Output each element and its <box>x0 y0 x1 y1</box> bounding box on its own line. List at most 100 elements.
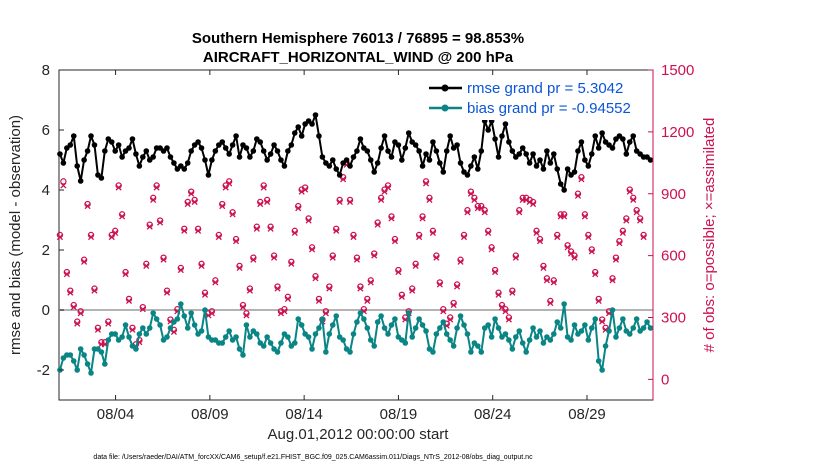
obs-assimilated-point <box>146 223 153 230</box>
bias-point <box>378 313 384 319</box>
rmse-point <box>133 151 139 157</box>
obs-assimilated-point <box>540 264 547 272</box>
obs-assimilated-point <box>592 271 599 278</box>
obs-assimilated-point <box>630 196 637 203</box>
bias-point <box>485 322 491 328</box>
bias-point <box>367 337 374 343</box>
bias-point <box>633 316 640 322</box>
obs-assimilated-stroke <box>530 201 537 208</box>
bias-point <box>184 325 191 331</box>
bias-point <box>222 334 229 340</box>
obs-assimilated-point <box>305 217 312 224</box>
bias-point <box>371 343 378 349</box>
rmse-point <box>419 163 426 169</box>
obs-assimilated-point <box>433 254 440 261</box>
rmse-point <box>537 157 543 163</box>
obs-assimilated-point <box>281 308 288 315</box>
obs-assimilated-point <box>571 254 578 261</box>
rmse-point <box>136 163 143 169</box>
obs-assimilated-point <box>609 277 616 284</box>
bias-point <box>402 340 409 346</box>
obs-assimilated-stroke <box>571 254 578 261</box>
bias-point <box>70 358 77 364</box>
obs-assimilated-point <box>367 279 374 286</box>
obs-assimilated-stroke <box>322 310 329 317</box>
rmse-point <box>582 157 588 163</box>
rmse-point <box>295 124 302 130</box>
rmse-point <box>437 160 443 166</box>
obs-assimilated-point <box>298 188 305 195</box>
obs-assimilated-point <box>409 287 416 294</box>
obs-assimilated-point <box>488 246 495 253</box>
bias-point <box>326 331 333 337</box>
obs-assimilated-stroke <box>578 176 585 183</box>
obs-assimilated-point <box>77 310 84 317</box>
rmse-point <box>447 133 453 139</box>
rmse-point <box>347 163 353 169</box>
obs-assimilated-stroke <box>115 184 122 191</box>
bias-point <box>323 349 329 355</box>
obs-assimilated-stroke <box>416 234 423 241</box>
obs-assimilated-stroke <box>298 188 305 195</box>
rmse-point <box>278 157 284 163</box>
rmse-point <box>402 145 409 151</box>
rmse-point <box>222 145 229 151</box>
rmse-point <box>620 136 626 142</box>
obs-assimilated-point <box>616 240 623 247</box>
bias-point <box>219 340 226 346</box>
rmse-point <box>485 127 491 133</box>
y-left-tick-label: 6 <box>42 122 50 139</box>
obs-assimilated-stroke <box>315 297 323 305</box>
bias-point <box>357 310 364 316</box>
obs-assimilated-point <box>208 310 215 317</box>
obs-assimilated-stroke <box>554 234 561 241</box>
obs-assimilated-point <box>74 320 81 327</box>
rmse-point <box>585 163 592 169</box>
bias-series-line <box>58 303 652 374</box>
bias-point <box>647 325 654 331</box>
rmse-point <box>167 154 174 160</box>
rmse-point <box>233 133 239 139</box>
rmse-point <box>129 136 136 142</box>
bias-point <box>167 325 174 331</box>
obs-assimilated-point <box>599 318 606 325</box>
rmse-point <box>430 139 436 145</box>
obs-assimilated-point <box>239 304 247 311</box>
obs-assimilated-stroke <box>540 264 547 272</box>
obs-assimilated-stroke <box>619 229 626 236</box>
rmse-point <box>74 163 81 169</box>
obs-assimilated-point <box>143 262 150 269</box>
obs-assimilated-stroke <box>74 320 81 327</box>
obs-assimilated-stroke <box>395 269 402 276</box>
bias-point <box>433 331 440 337</box>
obs-assimilated-point <box>188 190 195 197</box>
bias-point <box>298 322 305 328</box>
rmse-point <box>229 142 236 148</box>
obs-assimilated-stroke <box>495 291 502 298</box>
obs-assimilated-stroke <box>612 256 620 263</box>
bias-point <box>153 316 160 322</box>
obs-assimilated-stroke <box>398 293 405 300</box>
rmse-point <box>343 157 350 163</box>
obs-assimilated-stroke <box>574 192 582 199</box>
obs-assimilated-stroke <box>450 302 457 309</box>
bias-point <box>457 313 464 319</box>
obs-assimilated-point <box>626 188 633 195</box>
obs-assimilated-point <box>353 256 361 263</box>
bias-point <box>260 343 267 349</box>
rmse-point <box>468 163 474 169</box>
bias-point <box>550 331 557 337</box>
rmse-point <box>316 133 322 139</box>
bias-point <box>157 322 163 328</box>
bias-point <box>440 319 447 325</box>
obs-assimilated-point <box>153 184 160 191</box>
obs-assimilated-stroke <box>139 306 146 313</box>
obs-assimilated-stroke <box>502 308 509 315</box>
obs-assimilated-point <box>260 184 267 191</box>
bias-point <box>626 331 633 337</box>
obs-assimilated-stroke <box>87 234 95 241</box>
bias-point <box>537 328 543 334</box>
obs-assimilated-stroke <box>181 227 188 234</box>
obs-assimilated-point <box>326 285 333 292</box>
rmse-point <box>412 142 419 148</box>
